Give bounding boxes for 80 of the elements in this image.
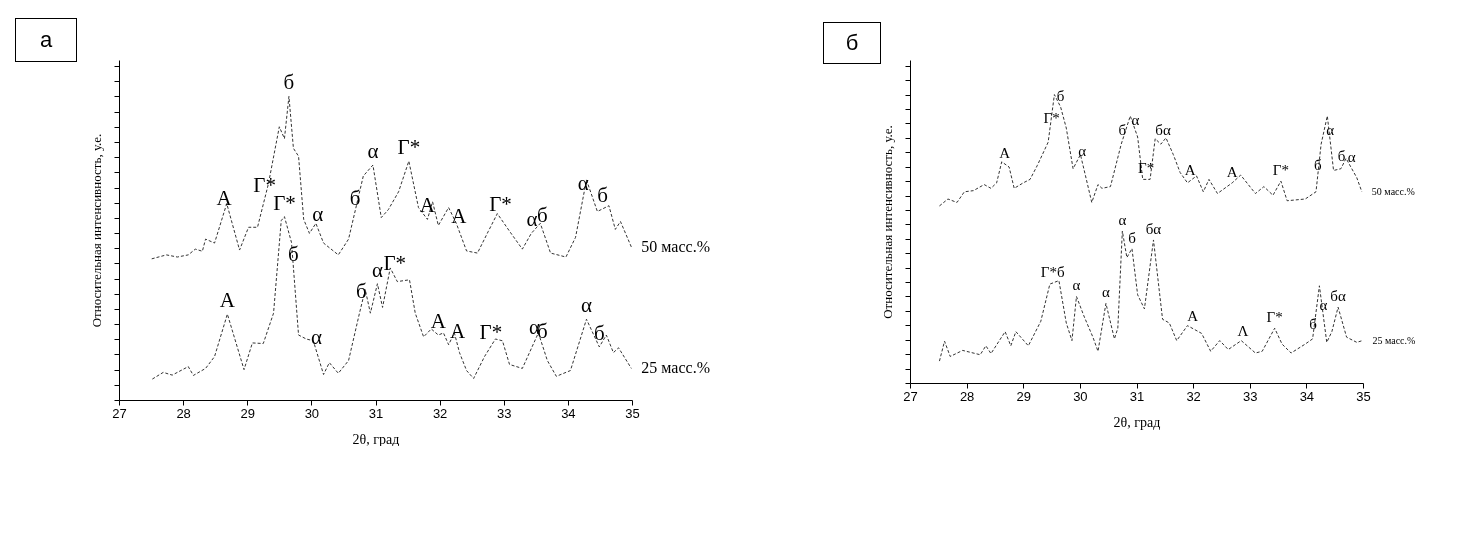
x-tick-label: 28	[959, 388, 975, 404]
series-label: 50 масс.%	[641, 238, 711, 255]
x-tick-label: 32	[1186, 388, 1201, 404]
x-tick-label: 29	[240, 405, 255, 421]
annotation: Г*	[479, 320, 503, 345]
x-tick-label: 33	[497, 405, 512, 421]
annotation: А	[1187, 307, 1199, 324]
annotation: α	[1319, 297, 1328, 314]
x-tick-label: 34	[1299, 388, 1315, 404]
annotation: α	[1118, 212, 1127, 229]
annotation: α	[1072, 277, 1081, 294]
x-tick-label: 35	[625, 405, 640, 421]
x-tick-label: 30	[1073, 388, 1088, 404]
annotation: А	[449, 319, 466, 344]
annotation: Г*	[383, 250, 407, 275]
annotation: α	[367, 139, 379, 164]
annotation: б	[1309, 315, 1318, 332]
annotation: б	[288, 241, 299, 266]
annotation: бα	[1145, 220, 1162, 237]
annotation: Г*б	[1040, 263, 1065, 280]
x-axis-title: 2θ, град	[1113, 414, 1161, 430]
annotation: А	[1226, 163, 1238, 180]
annotation: α	[580, 293, 592, 318]
annotation: А	[219, 288, 236, 313]
annotation: α	[1347, 148, 1356, 165]
x-tick-label: 28	[176, 405, 191, 421]
chart-title: а	[15, 18, 77, 62]
annotation: α	[1101, 284, 1110, 301]
annotation: бα	[1330, 288, 1346, 305]
y-axis-title: Относительная интенсивность, у.е.	[89, 133, 104, 328]
annotation: α	[1131, 111, 1140, 128]
annotation: б	[283, 70, 295, 95]
annotation: α	[1078, 142, 1087, 159]
x-tick-label: 29	[1016, 388, 1031, 404]
annotation: А	[216, 185, 233, 210]
chart-title: б	[823, 22, 881, 64]
x-tick-label: 35	[1356, 388, 1371, 404]
annotation: б	[1337, 147, 1346, 164]
y-axis-title: Относительная интенсивность, у.е.	[880, 125, 895, 319]
annotation: б	[593, 320, 605, 345]
x-tick-label: 27	[903, 388, 918, 404]
x-tick-label: 27	[112, 405, 127, 421]
annotation: Г*	[1138, 160, 1155, 177]
x-tick-label: 33	[1243, 388, 1258, 404]
annotation: б	[1313, 156, 1322, 173]
annotation: Λ	[1237, 323, 1249, 340]
annotation: α	[311, 325, 323, 350]
x-axis-title: 2θ, град	[352, 431, 400, 447]
annotation: Г*	[273, 190, 296, 215]
annotation: А	[419, 193, 436, 218]
annotation: α	[526, 206, 538, 231]
annotation: б	[349, 185, 361, 210]
x-tick-label: 34	[561, 405, 576, 421]
x-tick-label: 31	[368, 405, 384, 421]
annotation: б	[597, 183, 608, 208]
annotation: б	[356, 279, 367, 304]
annotation: Г*	[489, 192, 512, 217]
x-tick-label: 30	[304, 405, 320, 421]
annotation: α	[312, 202, 324, 227]
annotation: α	[577, 170, 589, 195]
annotation: б	[1128, 229, 1137, 246]
annotation: А	[430, 309, 447, 334]
annotation: б	[1118, 121, 1127, 138]
annotation: Г*	[1266, 309, 1283, 326]
annotation: α	[371, 257, 383, 282]
series-label: 25 масс.%	[1372, 334, 1416, 346]
x-tick-label: 31	[1129, 388, 1145, 404]
series-label: 25 масс.%	[641, 359, 711, 377]
annotation: б	[1056, 88, 1065, 105]
annotation: Г*	[1043, 110, 1060, 127]
annotation: α	[1326, 121, 1335, 138]
annotation: бα	[1155, 122, 1171, 139]
annotation: Г*	[1272, 162, 1289, 179]
annotation: А	[451, 204, 468, 229]
annotation: А	[1184, 161, 1196, 178]
annotation: А	[999, 144, 1011, 161]
series-label: 50 масс.%	[1371, 185, 1415, 197]
x-tick-label: 32	[432, 405, 448, 421]
annotation: б	[536, 202, 548, 227]
annotation: Г*	[397, 135, 421, 160]
